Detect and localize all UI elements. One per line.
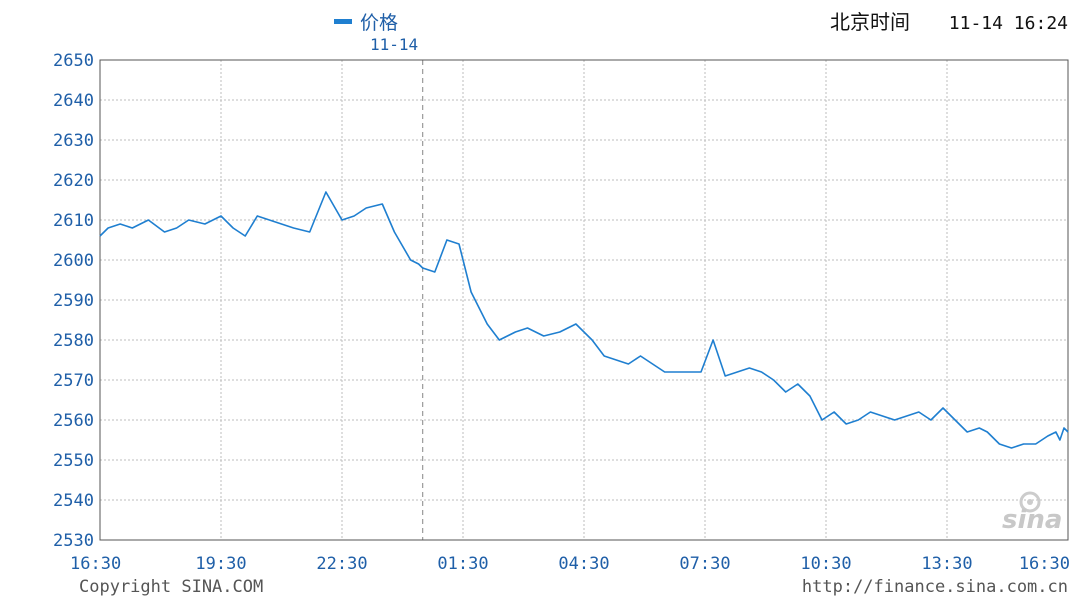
y-tick-label: 2560 (53, 411, 94, 431)
source-url[interactable]: http://finance.sina.com.cn (802, 577, 1068, 597)
x-tick-label: 04:30 (558, 554, 609, 574)
y-tick-label: 2540 (53, 491, 94, 511)
clock-value: 11-14 16:24 (949, 13, 1068, 34)
clock-prefix: 北京时间 (830, 10, 910, 34)
x-tick-label: 16:30 (70, 554, 121, 574)
series-layer (99, 191, 1069, 449)
sina-watermark: sina (1002, 491, 1062, 535)
y-tick-label: 2640 (53, 91, 94, 111)
x-tick-label: 13:30 (921, 554, 972, 574)
grid (100, 60, 1068, 540)
x-tick-label: 16:30 (1019, 554, 1070, 574)
y-tick-label: 2610 (53, 211, 94, 231)
y-axis: 2650 2640 2630 2620 2610 2600 2590 2580 2570 2560… (53, 51, 94, 551)
copyright-text: Copyright SINA.COM (79, 577, 263, 597)
y-tick-label: 2530 (53, 531, 94, 551)
y-tick-label: 2550 (53, 451, 94, 471)
plot-border (99, 59, 1069, 541)
y-tick-label: 2580 (53, 331, 94, 351)
x-tick-label: 19:30 (195, 554, 246, 574)
x-tick-label: 01:30 (437, 554, 488, 574)
y-tick-label: 2650 (53, 51, 94, 71)
y-tick-label: 2630 (53, 131, 94, 151)
watermark-text: sina (1002, 505, 1062, 535)
y-tick-label: 2590 (53, 291, 94, 311)
x-tick-label: 07:30 (679, 554, 730, 574)
legend-label: 价格 (360, 12, 398, 34)
legend-swatch (334, 19, 352, 24)
date-label: 11-14 (370, 35, 418, 54)
y-tick-label: 2570 (53, 371, 94, 391)
y-tick-label: 2620 (53, 171, 94, 191)
x-tick-label: 22:30 (316, 554, 367, 574)
series-line-price (99, 191, 1069, 449)
x-axis: 16:30 19:30 22:30 01:30 04:30 07:30 10:30 13:30… (70, 554, 1070, 574)
y-tick-label: 2600 (53, 251, 94, 271)
x-tick-label: 10:30 (800, 554, 851, 574)
